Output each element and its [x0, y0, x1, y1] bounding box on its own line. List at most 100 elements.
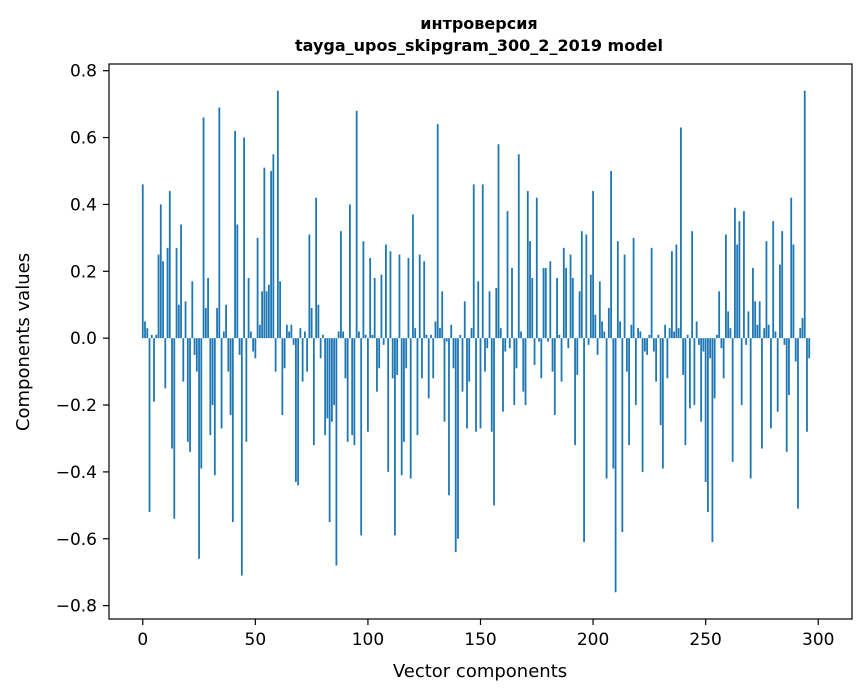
bar-245: [693, 338, 696, 406]
bar-174: [533, 338, 536, 365]
bar-20: [186, 338, 189, 442]
bar-259: [725, 234, 727, 339]
bar-218: [632, 237, 635, 339]
bar-261: [729, 328, 732, 339]
bar-110: [389, 251, 392, 339]
bar-288: [790, 197, 793, 339]
bar-15: [175, 247, 178, 339]
bar-181: [549, 261, 552, 339]
bar-14: [173, 338, 176, 519]
y-axis-ticks: −0.8 −0.6 −0.4 −0.2 0.0 0.2 0.4 0.6 0.8: [56, 62, 109, 617]
bar-111: [391, 338, 394, 379]
bar-35: [220, 338, 223, 429]
bar-247: [698, 338, 700, 345]
bar-225: [648, 334, 651, 339]
y-tick-label: 0.8: [70, 62, 97, 82]
bar-93: [351, 338, 354, 436]
bar-21: [189, 338, 191, 452]
bar-275: [761, 338, 763, 449]
bar-256: [718, 291, 721, 339]
bar-146: [470, 328, 473, 339]
bar-208: [610, 170, 612, 339]
bar-202: [596, 338, 599, 355]
bar-148: [475, 338, 477, 432]
bar-39: [229, 338, 232, 416]
bar-205: [603, 331, 606, 339]
bar-97: [360, 338, 363, 536]
bar-214: [623, 254, 626, 339]
bar-173: [531, 277, 534, 339]
bar-257: [720, 338, 723, 349]
bar-130: [434, 321, 437, 339]
bar-175: [535, 197, 538, 339]
bar-100: [367, 338, 369, 432]
bar-29: [207, 277, 209, 339]
bar-226: [650, 247, 653, 339]
bar-61: [279, 281, 282, 339]
bar-201: [594, 314, 597, 339]
bar-91: [346, 338, 349, 442]
bar-121: [414, 328, 417, 339]
bar-115: [400, 338, 403, 476]
bar-119: [409, 338, 412, 479]
bar-24: [195, 338, 198, 372]
bar-87: [337, 331, 340, 339]
bar-197: [585, 234, 588, 339]
bar-198: [587, 338, 590, 345]
bar-230: [659, 338, 662, 426]
bar-141: [459, 334, 462, 339]
bar-64: [285, 324, 288, 339]
bar-163: [508, 338, 511, 349]
bar-194: [578, 291, 581, 339]
bar-137: [450, 324, 453, 339]
bar-216: [628, 338, 630, 446]
bar-276: [763, 328, 766, 339]
bar-82: [326, 338, 329, 419]
bar-127: [427, 338, 430, 399]
bar-11: [166, 247, 169, 339]
bar-294: [803, 90, 806, 339]
bar-291: [797, 338, 799, 509]
y-tick-label: 0.2: [70, 262, 97, 282]
bar-258: [722, 338, 725, 379]
bar-112: [394, 338, 396, 536]
bar-249: [702, 338, 705, 352]
bar-1: [144, 321, 146, 339]
bar-244: [691, 231, 694, 339]
bar-132: [439, 328, 441, 339]
bar-32: [213, 338, 216, 476]
bar-3: [148, 338, 151, 513]
bar-90: [344, 338, 347, 379]
bar-178: [542, 267, 545, 339]
bar-224: [646, 338, 649, 355]
bar-211: [616, 241, 619, 339]
bar-196: [583, 338, 585, 543]
bar-192: [574, 338, 576, 446]
bar-105: [378, 338, 381, 369]
bar-55: [265, 291, 268, 339]
bar-65: [288, 331, 291, 339]
bar-200: [592, 191, 594, 339]
bar-237: [675, 244, 678, 339]
bar-183: [553, 338, 556, 416]
bar-152: [484, 338, 486, 372]
bar-37: [225, 304, 227, 339]
bar-246: [695, 321, 698, 339]
bar-285: [783, 338, 786, 345]
bar-153: [486, 338, 489, 349]
bar-167: [517, 154, 520, 339]
bar-145: [468, 338, 471, 382]
bar-134: [443, 338, 446, 422]
bar-41: [234, 130, 236, 339]
bar-287: [788, 338, 790, 395]
bar-204: [601, 321, 603, 339]
bar-12: [168, 191, 171, 339]
bar-280: [772, 221, 775, 339]
bar-222: [641, 338, 644, 472]
bar-189: [567, 338, 570, 349]
bar-278: [767, 324, 770, 339]
bar-250: [704, 338, 707, 482]
bar-190: [569, 254, 572, 339]
bar-81: [324, 338, 327, 436]
